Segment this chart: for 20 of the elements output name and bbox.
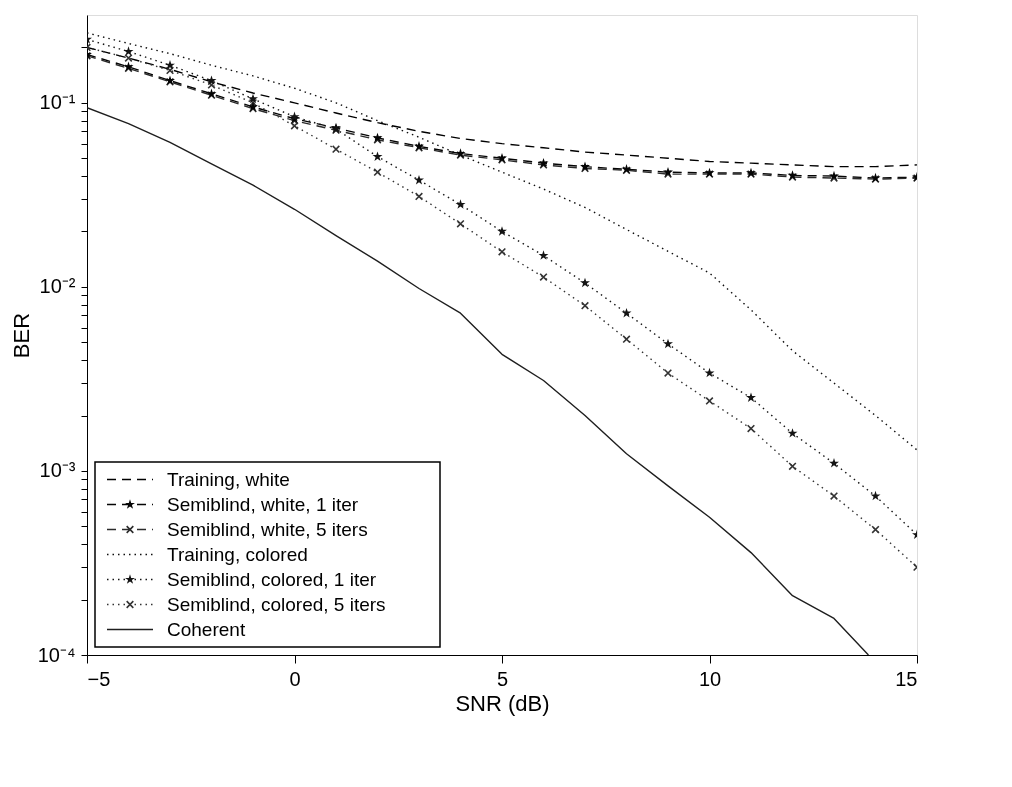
x-tick-label: 10: [698, 667, 722, 690]
legend-label: Semiblind, white, 1 iter: [167, 493, 359, 515]
y-tick-label: 10⁻³: [39, 459, 76, 482]
legend-label: Coherent: [167, 618, 246, 640]
x-tick-label: 15: [895, 667, 918, 690]
line-series: [87, 107, 870, 655]
y-tick-label: 10⁻⁴: [37, 643, 76, 666]
x-tick-label: 0: [289, 667, 301, 690]
line-series: [87, 32, 917, 451]
legend-label: Semiblind, colored, 5 iters: [167, 593, 386, 615]
x-tick-label: 5: [496, 667, 509, 690]
x-axis-title: SNR (dB): [455, 690, 550, 716]
x-tick-label: −5: [87, 667, 111, 690]
y-axis-title: BER: [8, 312, 34, 359]
legend-label: Training, colored: [167, 543, 308, 565]
y-tick-label: 10⁻¹: [39, 91, 76, 114]
legend-label: Semiblind, colored, 1 iter: [167, 568, 377, 590]
legend-label: Semiblind, white, 5 iters: [167, 518, 368, 540]
y-tick-label: 10⁻²: [39, 275, 76, 298]
legend-label: Training, white: [167, 468, 290, 490]
